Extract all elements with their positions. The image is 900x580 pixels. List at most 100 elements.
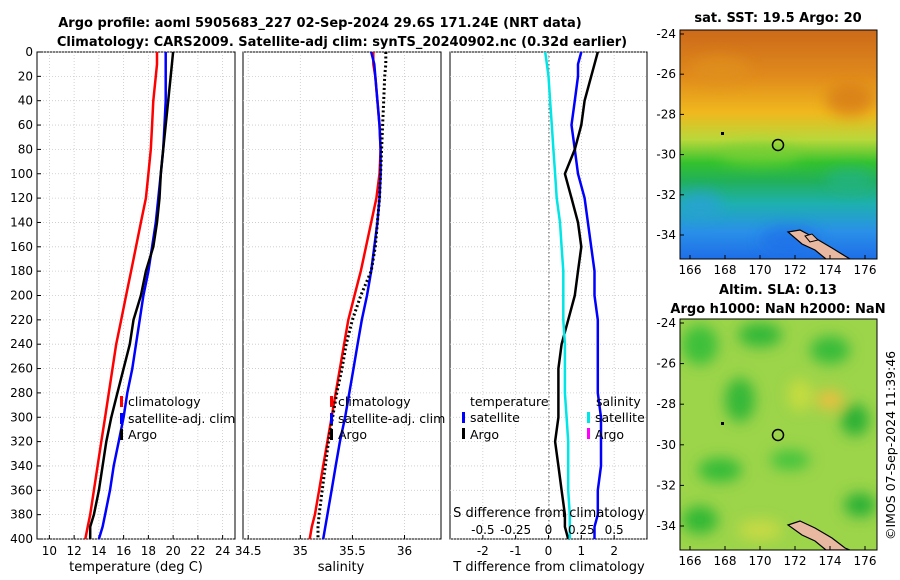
map-y-tick-label: -32 (656, 188, 676, 202)
series-line-satellite-adj-clim (97, 52, 167, 540)
salinity-difference-xlabel: S difference from climatology (453, 506, 645, 521)
legend-satellite-label: satellite-adj. clim (128, 411, 235, 426)
watermark: ©IMOS 07-Sep-2024 11:39:46 (883, 351, 898, 540)
legend-satellite-swatch (330, 413, 333, 424)
map-x-tick-label: 174 (819, 554, 842, 568)
coastline (786, 520, 851, 550)
map-x-tick-label: 168 (714, 263, 737, 277)
legend-climatology-label: climatology (338, 394, 411, 409)
sst-map-title: sat. SST: 19.5 Argo: 20 (694, 11, 861, 26)
argo-float-marker (771, 138, 785, 152)
y-tick-label: 40 (18, 94, 33, 108)
difference-lines (543, 51, 603, 540)
map-x-tick-label: 166 (679, 263, 702, 277)
difference-xlabel: T difference from climatology (452, 560, 645, 575)
difference-x-ticks: -2 -1 0 1 2 (477, 535, 618, 558)
series-line-argo (316, 52, 388, 539)
x-tick-label: 0 (545, 544, 553, 558)
x-tick-label: 35.5 (339, 544, 366, 558)
series-line-salinity-satellite (543, 51, 572, 539)
sla-y-ticks: -24 -26 -28 -30 -32 -34 (656, 316, 684, 533)
map-y-tick-label: -34 (656, 519, 676, 533)
series-line-climatology (84, 52, 159, 540)
y-tick-label: 180 (10, 264, 33, 278)
temperature-panel: 0 20 40 60 80 100 120 140 160 180 200 220 240 260 280 3… (10, 45, 236, 575)
series-line-satellite-adj-clim (321, 51, 382, 540)
legend-climatology-label: climatology (128, 394, 201, 409)
map-x-tick-label: 172 (784, 554, 807, 568)
salinity-legend: climatology satellite-adj. clim Argo (330, 394, 445, 442)
temperature-lines (84, 51, 175, 540)
reference-dot (721, 422, 724, 425)
map-y-tick-label: -32 (656, 478, 676, 492)
x-tick-label: 36 (397, 544, 412, 558)
sla-map-title-1: Altim. SLA: 0.13 (719, 283, 837, 298)
sst-map: sat. SST: 19.5 Argo: 20 -24-26-28-30-32-… (656, 11, 878, 277)
y-tick-label: 340 (10, 459, 33, 473)
difference-temperature-legend: temperature satellite Argo (462, 394, 549, 442)
legend-temperature-title: temperature (470, 394, 549, 409)
legend-salinity-title: salinity (596, 394, 641, 409)
legend-climatology-swatch (330, 396, 333, 407)
map-y-tick-label: -28 (656, 107, 676, 121)
x-tick-label: 12 (66, 544, 81, 558)
legend-satellite-label: satellite-adj. clim (338, 411, 445, 426)
x-tick-label: 24 (215, 544, 230, 558)
title-line-1: Argo profile: aoml 5905683_227 02-Sep-20… (58, 16, 582, 31)
x-tick-label: 1 (578, 544, 586, 558)
sla-map: Altim. SLA: 0.13 Argo h1000: NaN h2000: … (656, 283, 885, 568)
x-tick-label: 14 (91, 544, 106, 558)
y-tick-label: 240 (10, 337, 33, 351)
temperature-legend: climatology satellite-adj. clim Argo (120, 394, 235, 442)
y-tick-label: 160 (10, 240, 33, 254)
salinity-difference-tick-label: 0.5 (605, 523, 624, 537)
y-tick-label: 100 (10, 167, 33, 181)
y-tick-label: 80 (18, 142, 33, 156)
series-line-argo (88, 51, 175, 539)
coastline (786, 229, 852, 259)
y-tick-label: 220 (10, 313, 33, 327)
map-x-tick-label: 176 (854, 554, 877, 568)
legend-temp-argo-label: Argo (470, 427, 499, 442)
salinity-panel: 34.5 35 35.5 36 salinity climatology satell… (235, 51, 445, 575)
legend-temp-satellite-swatch (462, 412, 465, 423)
map-x-tick-label: 174 (819, 263, 842, 277)
temperature-xlabel: temperature (deg C) (69, 560, 203, 575)
y-tick-label: 60 (18, 118, 33, 132)
salinity-difference-tick-label: 0.25 (568, 523, 595, 537)
map-x-tick-label: 170 (749, 263, 772, 277)
salinity-x-ticks: 34.5 35 35.5 36 (235, 535, 412, 558)
difference-salinity-legend: salinity satellite Argo (587, 394, 645, 442)
map-x-tick-label: 170 (749, 554, 772, 568)
x-tick-label: -2 (477, 544, 489, 558)
series-line-temperature-satellite (570, 51, 603, 539)
y-tick-label: 380 (10, 508, 33, 522)
y-tick-label: 280 (10, 386, 33, 400)
map-y-tick-label: -24 (656, 27, 676, 41)
y-tick-label: 20 (18, 69, 33, 83)
difference-panel: -2 -1 0 1 2 T difference from climatology S … (449, 51, 648, 575)
sla-map-title-2: Argo h1000: NaN h2000: NaN (670, 302, 885, 317)
map-y-tick-label: -30 (656, 148, 676, 162)
salinity-difference-tick-label: 0 (545, 523, 553, 537)
sst-map-frame (679, 29, 878, 260)
y-tick-label: 400 (10, 532, 33, 546)
map-y-tick-label: -34 (656, 228, 676, 242)
legend-argo-swatch (330, 429, 333, 440)
map-x-tick-label: 168 (714, 554, 737, 568)
legend-satellite-swatch (120, 413, 123, 424)
sst-x-ticks: 166 168 170 172 174 176 (679, 255, 876, 277)
y-tick-label: 140 (10, 215, 33, 229)
sla-x-ticks: 166 168 170 172 174 176 (679, 546, 877, 568)
salinity-grid (243, 51, 441, 540)
salinity-lines (308, 51, 388, 540)
salinity-xlabel: salinity (318, 560, 365, 575)
y-tick-label: 0 (25, 45, 33, 59)
y-tick-label: 320 (10, 435, 33, 449)
x-tick-label: 34.5 (235, 544, 262, 558)
salinity-difference-ticks: -0.5 -0.25 0 0.25 0.5 (471, 523, 624, 537)
salinity-difference-tick-label: -0.25 (500, 523, 531, 537)
map-x-tick-label: 172 (784, 263, 807, 277)
x-tick-label: 18 (141, 544, 156, 558)
